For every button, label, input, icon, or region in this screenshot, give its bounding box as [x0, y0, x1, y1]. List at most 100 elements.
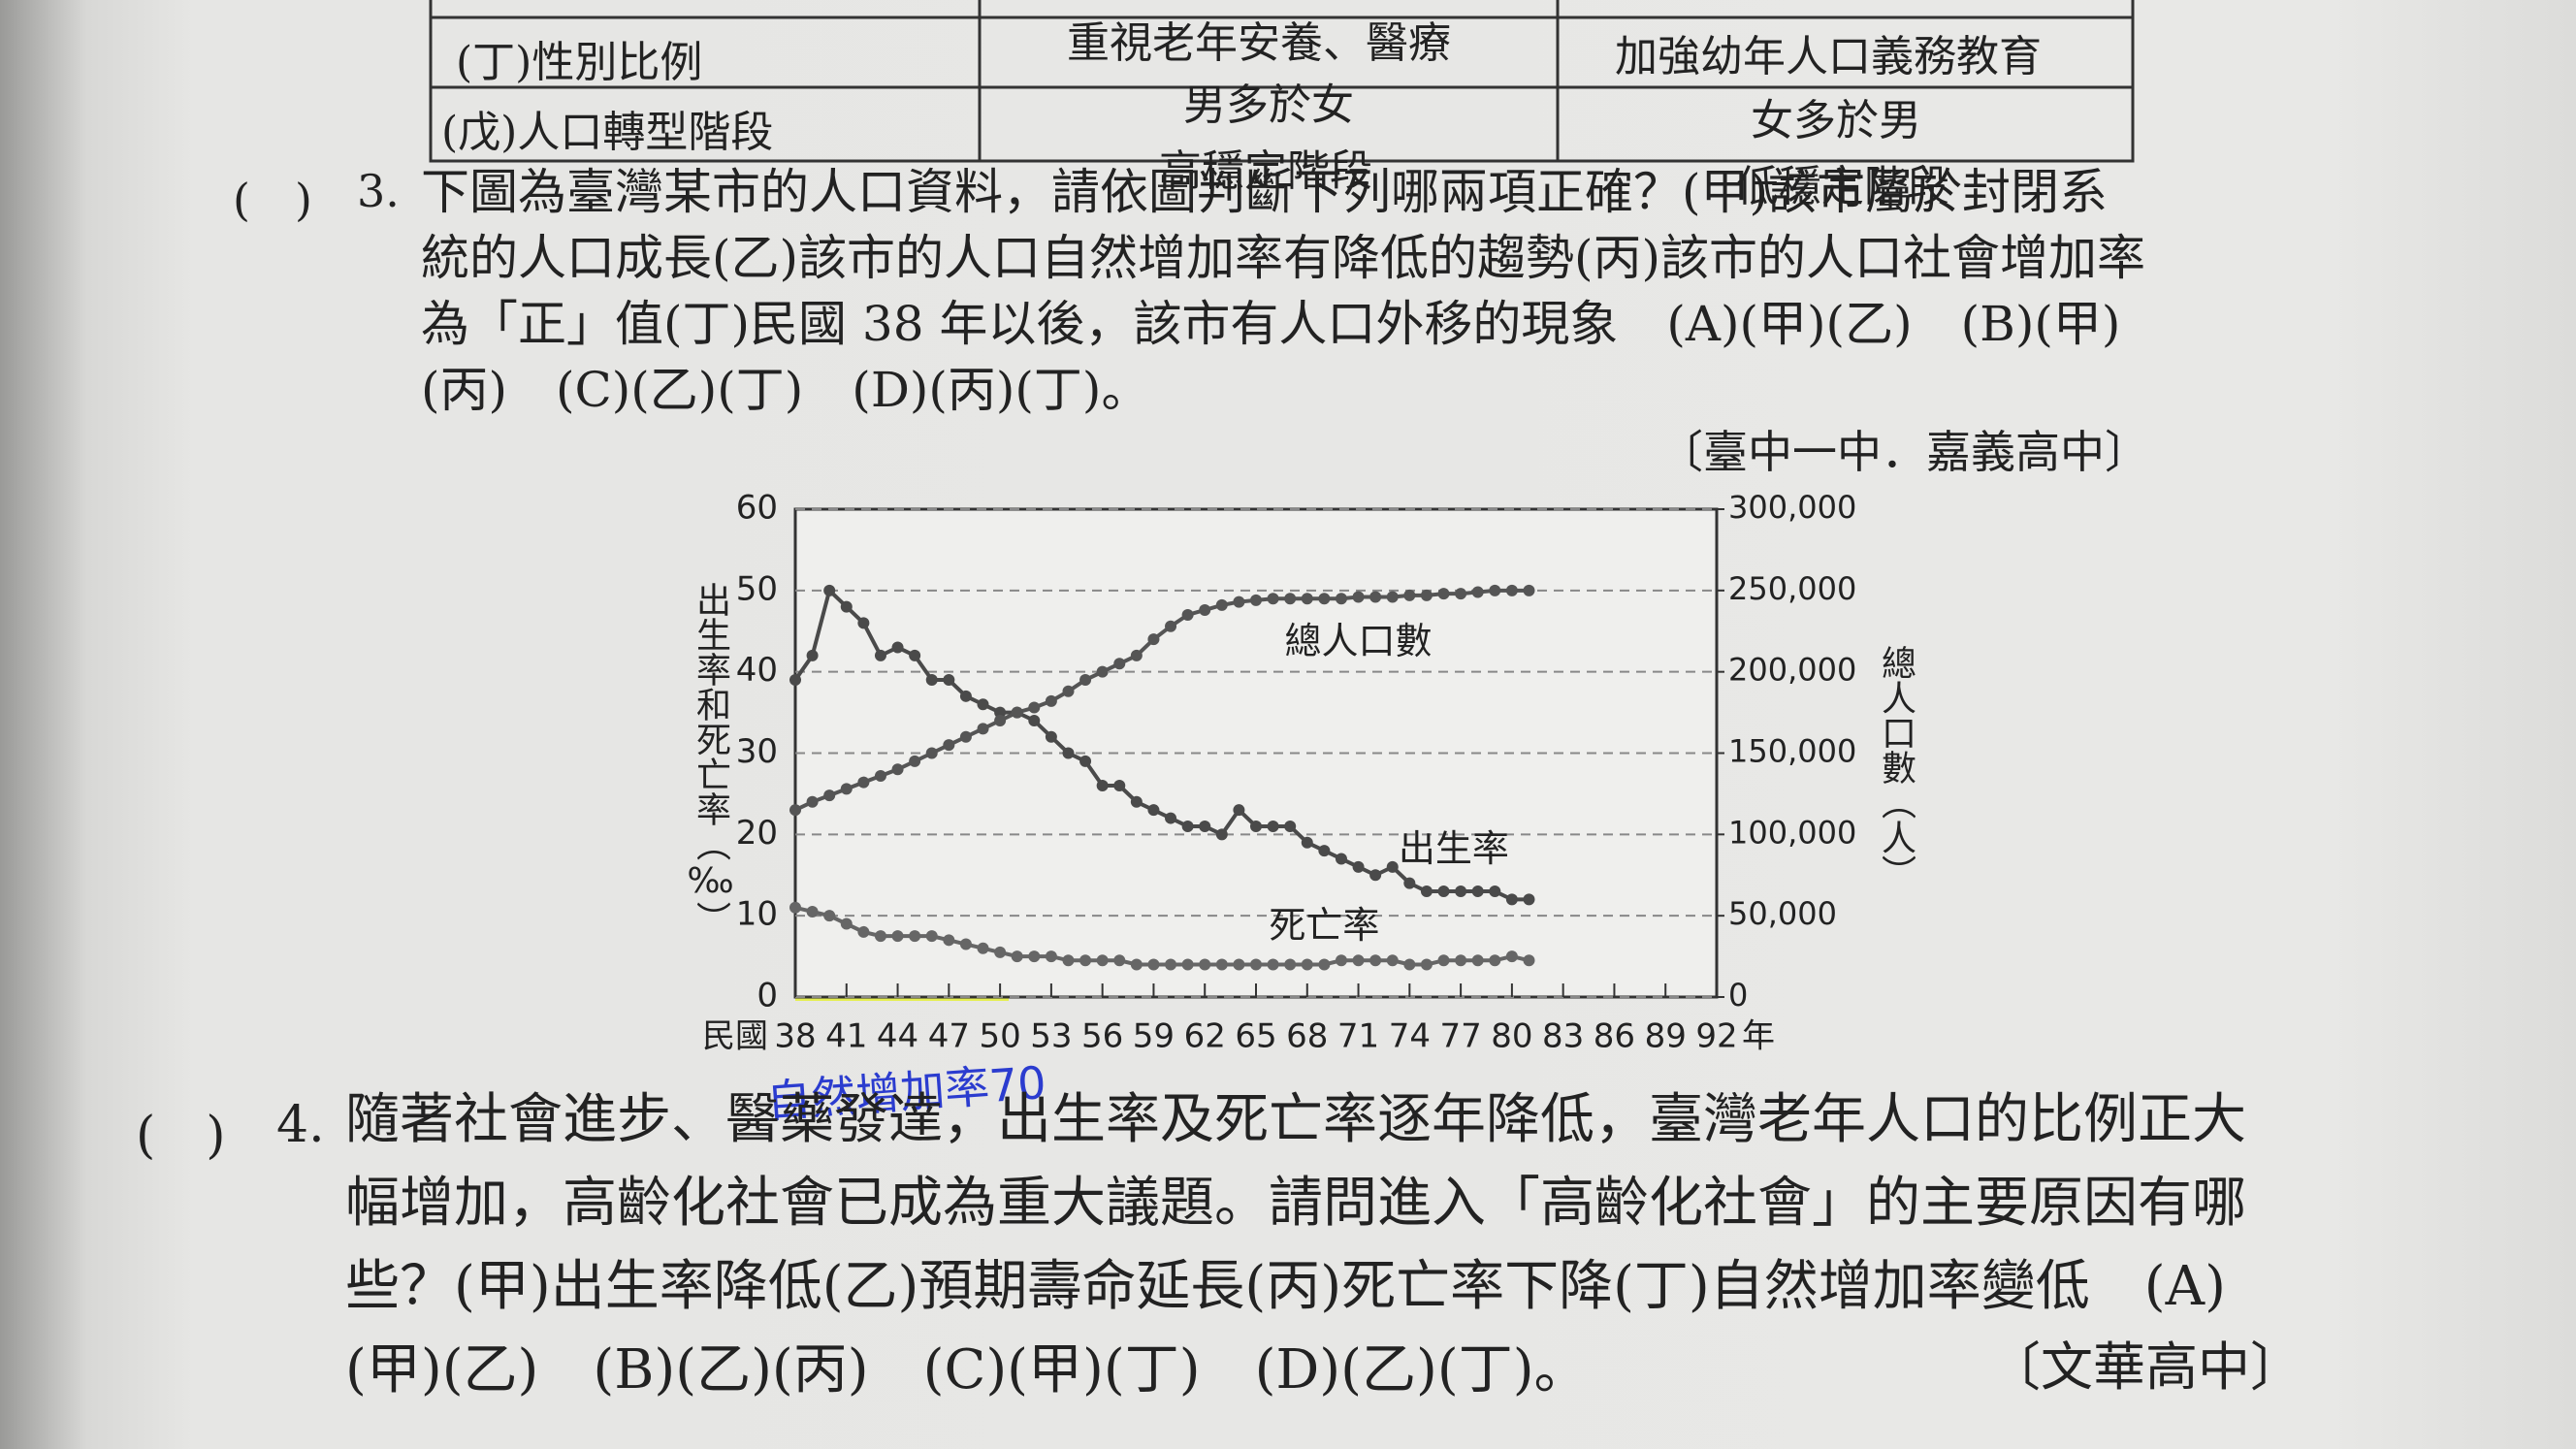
- table-cell: 加強幼年人口義務教育: [1615, 32, 2042, 81]
- data-point: [1079, 674, 1092, 687]
- data-point: [1301, 593, 1313, 605]
- data-point: [1045, 950, 1057, 963]
- data-point: [1318, 593, 1331, 605]
- data-point: [1523, 893, 1535, 906]
- series-label: 死亡率: [1269, 904, 1379, 947]
- y2-tick-label: 50,000: [1728, 895, 1837, 932]
- data-point: [925, 747, 938, 759]
- data-point: [994, 714, 1007, 726]
- data-point: [1267, 958, 1279, 971]
- data-point: [1199, 958, 1211, 971]
- data-point: [909, 930, 921, 943]
- data-point: [1096, 954, 1109, 967]
- answer-blank: ( ): [136, 1107, 226, 1165]
- data-point: [1113, 780, 1126, 792]
- data-point: [1523, 584, 1535, 596]
- data-point: [1369, 954, 1382, 967]
- data-point: [1250, 958, 1262, 971]
- question-number: 3.: [357, 165, 400, 217]
- x-tick-label: 65: [1235, 1017, 1276, 1056]
- data-point: [1028, 701, 1041, 714]
- data-point: [1215, 828, 1228, 841]
- data-point: [1489, 954, 1501, 967]
- data-point: [1096, 780, 1109, 792]
- y-tick-label: 10: [736, 895, 778, 934]
- answer-blank: ( ): [233, 174, 312, 226]
- data-point: [943, 739, 955, 752]
- data-point: [1352, 591, 1365, 603]
- data-point: [1181, 820, 1194, 832]
- x-tick-label: 41: [825, 1017, 867, 1056]
- data-point: [977, 942, 989, 954]
- data-point: [874, 930, 886, 943]
- data-point: [1318, 845, 1331, 857]
- data-point: [1471, 586, 1484, 598]
- data-point: [1011, 706, 1023, 719]
- y-tick-label: 40: [736, 651, 778, 690]
- x-tick-label: 77: [1439, 1017, 1481, 1056]
- data-point: [806, 649, 819, 661]
- data-point: [909, 755, 921, 767]
- table-cell: (戊)人口轉型階段: [441, 108, 774, 157]
- data-point: [823, 789, 836, 802]
- data-point: [1420, 958, 1433, 971]
- data-point: [959, 938, 972, 950]
- data-point: [1318, 958, 1331, 971]
- data-point: [1215, 958, 1228, 971]
- chart: 0 10 20 30 40 50 60 0 50,000 100,000 150,000 200,00…: [702, 489, 1856, 1056]
- y2-tick-label: 300,000: [1728, 489, 1856, 526]
- data-point: [1181, 958, 1194, 971]
- data-point: [977, 698, 989, 711]
- y2-tick-label: 150,000: [1728, 733, 1856, 770]
- x-tick-label: 92: [1695, 1017, 1737, 1056]
- data-point: [1130, 795, 1143, 808]
- data-point: [1420, 886, 1433, 898]
- y-axis-title: 出生率和死亡率（‰）: [691, 582, 730, 936]
- y-tick-label: 60: [736, 489, 778, 528]
- x-tick-label: 74: [1389, 1017, 1431, 1056]
- data-point: [789, 901, 801, 914]
- data-point: [925, 930, 938, 943]
- x-tick-label: 83: [1542, 1017, 1584, 1056]
- x-tick-label: 62: [1184, 1017, 1226, 1056]
- data-point: [1233, 958, 1245, 971]
- data-point: [1250, 594, 1262, 606]
- x-tick-label: 53: [1030, 1017, 1072, 1056]
- question-number: 4.: [276, 1096, 325, 1154]
- y-tick-label: 20: [736, 814, 778, 853]
- question-text: 下圖為臺灣某市的人口資料，請依圖判斷下列哪兩項正確？(甲)該市屬於封閉系統的人口…: [421, 164, 2146, 418]
- y-tick-label: 0: [757, 977, 778, 1015]
- data-point: [1369, 869, 1382, 882]
- data-point: [1335, 593, 1347, 605]
- data-point: [1215, 598, 1228, 611]
- data-point: [1489, 584, 1501, 596]
- x-tick-label: 68: [1286, 1017, 1328, 1056]
- data-point: [1386, 591, 1399, 603]
- x-tick-label: 71: [1337, 1017, 1379, 1056]
- x-tick-label: 38: [774, 1017, 816, 1056]
- data-point: [789, 804, 801, 817]
- data-point: [1011, 950, 1023, 963]
- question-source: 〔臺中一中．嘉義高中〕: [1658, 426, 2149, 478]
- data-point: [891, 641, 904, 654]
- data-point: [1028, 950, 1041, 963]
- x-tick-label: 80: [1491, 1017, 1532, 1056]
- data-point: [1403, 589, 1416, 601]
- x-tick-label: 56: [1081, 1017, 1123, 1056]
- data-point: [857, 776, 870, 789]
- data-point: [1267, 820, 1279, 832]
- data-point: [1165, 958, 1177, 971]
- data-point: [994, 946, 1007, 958]
- data-point: [1113, 658, 1126, 670]
- data-point: [977, 723, 989, 735]
- table-cell: 重視老年安養、醫療: [1067, 18, 1451, 68]
- x-tick-label: 44: [877, 1017, 918, 1056]
- data-point: [1352, 860, 1365, 873]
- data-point: [806, 795, 819, 808]
- x-tick-label: 89: [1645, 1017, 1687, 1056]
- data-point: [1233, 804, 1245, 817]
- data-point: [1250, 820, 1262, 832]
- data-point: [1335, 954, 1347, 967]
- data-point: [840, 783, 853, 795]
